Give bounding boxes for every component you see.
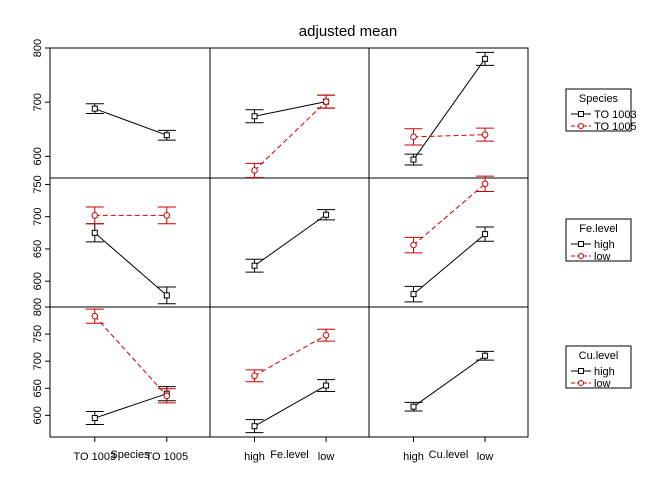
- series-line: [94, 108, 167, 136]
- series-line: [413, 183, 486, 246]
- panel-frame: [368, 47, 529, 179]
- data-point: [251, 423, 258, 430]
- x-axis-label: Species: [110, 449, 150, 461]
- data-point: [482, 55, 489, 62]
- data-point: [91, 229, 98, 236]
- data-point: [482, 231, 489, 238]
- panel-frame: [209, 306, 370, 438]
- legend-label: TO 1003: [594, 109, 637, 121]
- y-tick-label: 650: [32, 379, 44, 397]
- legend-box: [565, 345, 632, 389]
- x-tick-label: TO 1005: [145, 451, 188, 463]
- panel-frame: [368, 306, 529, 438]
- data-point: [481, 180, 489, 188]
- data-point: [410, 133, 417, 141]
- panel-frame: [209, 47, 370, 179]
- data-point: [410, 156, 417, 163]
- x-tick-label: low: [477, 451, 494, 463]
- legend-box: [565, 218, 632, 262]
- legend-label: high: [594, 366, 615, 378]
- chart-title: adjusted mean: [299, 23, 397, 40]
- data-point: [163, 292, 170, 299]
- x-axis-label: Cu.level: [429, 449, 469, 461]
- data-point: [251, 262, 258, 269]
- legend-marker: [578, 241, 584, 247]
- series-line: [254, 385, 327, 427]
- legend-marker: [578, 253, 584, 259]
- y-tick-label: 700: [32, 208, 44, 226]
- series-line: [94, 315, 168, 397]
- panel-frame: [49, 47, 211, 179]
- series-line: [94, 232, 168, 296]
- y-tick-label: 600: [32, 406, 44, 424]
- legend-marker: [578, 380, 584, 386]
- legend-title: Fe.level: [579, 223, 618, 235]
- legend-label: low: [594, 251, 611, 263]
- series-line: [254, 214, 327, 267]
- x-tick-label: high: [403, 451, 424, 463]
- data-point: [91, 212, 99, 219]
- series-line: [413, 233, 486, 295]
- legend-label: low: [594, 378, 611, 390]
- y-tick-label: 700: [32, 352, 44, 370]
- y-tick-label: 800: [32, 39, 44, 57]
- data-point: [91, 415, 98, 422]
- data-point: [323, 382, 330, 389]
- data-point: [482, 352, 489, 359]
- legend-marker: [578, 111, 584, 117]
- panel-frame: [49, 306, 211, 438]
- x-tick-label: high: [244, 451, 265, 463]
- y-tick-label: 650: [32, 240, 44, 258]
- data-point: [410, 241, 417, 249]
- series-line: [413, 58, 486, 160]
- x-tick-label: low: [318, 451, 335, 463]
- data-point: [322, 98, 330, 105]
- data-point: [251, 167, 258, 174]
- data-point: [163, 392, 171, 400]
- data-point: [163, 132, 170, 139]
- legend-title: Species: [579, 93, 619, 105]
- series-line: [413, 355, 486, 408]
- legend-box: [565, 88, 632, 132]
- y-tick-label: 700: [32, 93, 44, 111]
- data-point: [410, 291, 417, 298]
- series-line: [254, 101, 327, 171]
- data-point: [322, 331, 330, 339]
- series-line: [413, 134, 486, 138]
- series-line: [94, 393, 167, 419]
- data-point: [410, 403, 417, 410]
- data-point: [481, 131, 489, 138]
- data-point: [91, 105, 98, 112]
- data-point: [251, 113, 258, 120]
- x-axis-label: Fe.level: [270, 449, 309, 461]
- legend-label: high: [594, 239, 615, 251]
- panel-frame: [49, 177, 211, 308]
- series-line: [254, 101, 327, 117]
- x-tick-label: TO 1003: [73, 451, 116, 463]
- y-tick-label: 750: [32, 325, 44, 343]
- legend-title: Cu.level: [579, 350, 619, 362]
- y-tick-label: 600: [32, 147, 44, 165]
- data-point: [323, 211, 330, 218]
- legend-label: TO 1005: [594, 121, 637, 133]
- data-point: [251, 372, 258, 380]
- legend-marker: [578, 368, 584, 374]
- y-tick-label: 800: [32, 298, 44, 316]
- legend-marker: [578, 123, 584, 129]
- y-tick-label: 600: [32, 272, 44, 290]
- panel-frame: [368, 177, 529, 308]
- series-line: [254, 334, 327, 377]
- data-point: [163, 212, 171, 219]
- data-point: [91, 312, 99, 320]
- y-tick-label: 750: [32, 175, 44, 193]
- panel-frame: [209, 177, 370, 308]
